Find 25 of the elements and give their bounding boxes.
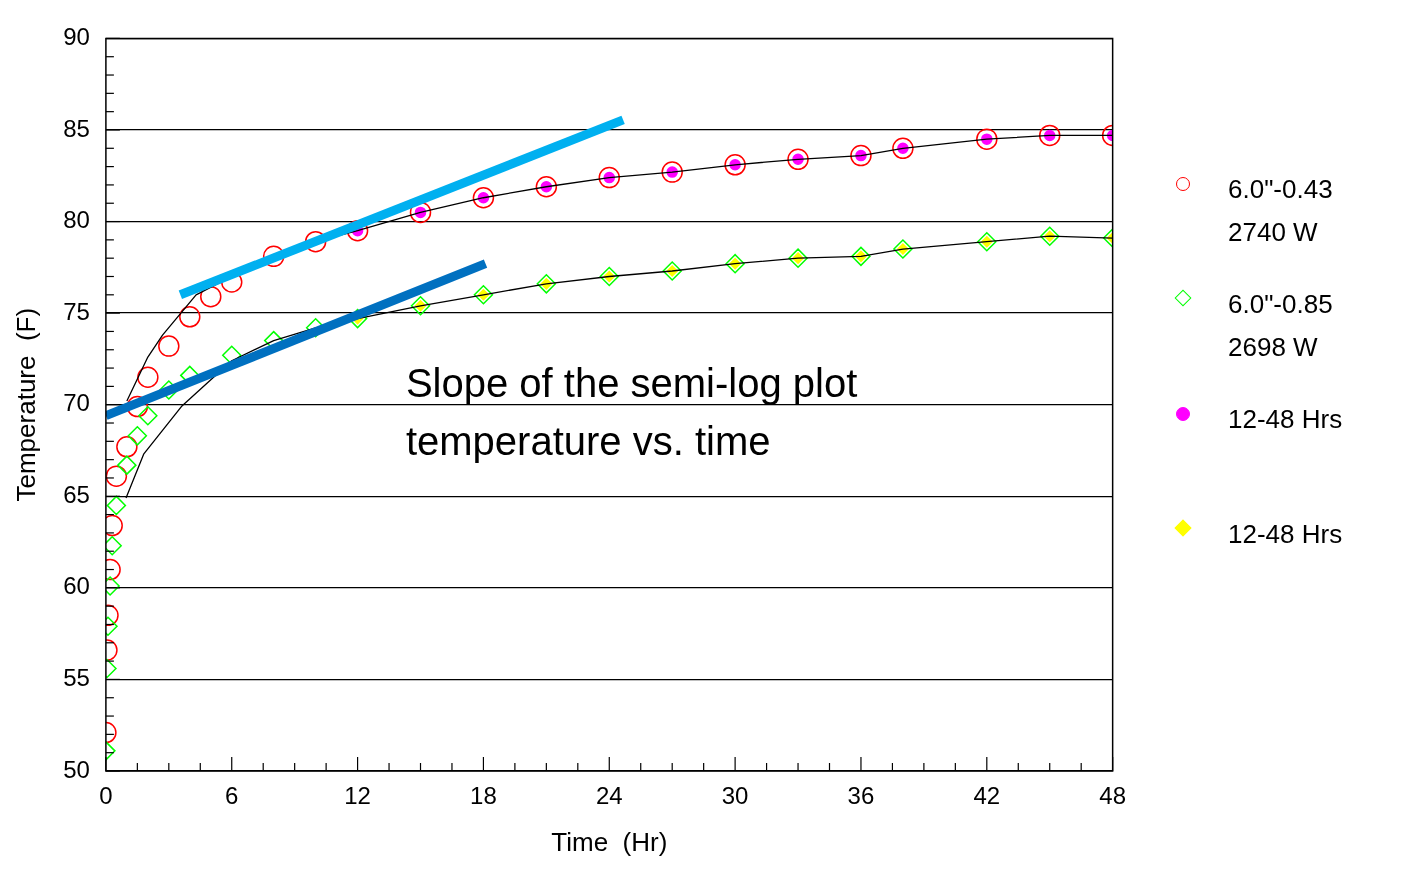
y-tick-label: 55 <box>63 664 90 692</box>
y-tick-label: 50 <box>63 755 90 783</box>
legend-label: 6.0"-0.85 2698 W <box>1228 288 1334 364</box>
y-tick-label: 60 <box>63 572 90 600</box>
x-tick-label: 6 <box>225 782 239 810</box>
y-axis-title: Temperature (F) <box>10 307 41 502</box>
legend-label: 6.0"-0.43 2740 W <box>1228 173 1334 249</box>
x-tick-label: 24 <box>595 782 623 810</box>
y-tick-label: 80 <box>63 206 90 234</box>
x-tick-label: 0 <box>99 782 113 810</box>
annotation: Slope of the semi-log plot temperature vs. time <box>405 361 858 464</box>
y-tick-label: 70 <box>63 389 90 417</box>
y-tick-label: 90 <box>63 23 90 51</box>
legend-label: 12-48 Hrs <box>1228 403 1344 436</box>
x-tick-label: 48 <box>1099 782 1126 810</box>
x-tick-label: 30 <box>721 782 749 810</box>
legend-label: 12-48 Hrs <box>1228 518 1344 551</box>
x-tick-label: 42 <box>973 782 1001 810</box>
x-tick-label: 18 <box>470 782 497 810</box>
x-tick-label: 36 <box>847 782 875 810</box>
y-tick-label: 85 <box>63 114 90 142</box>
y-tick-label: 65 <box>63 480 90 508</box>
y-tick-label: 75 <box>63 297 90 325</box>
x-axis-title: Time (Hr) <box>551 826 668 857</box>
x-tick-label: 12 <box>344 782 371 810</box>
